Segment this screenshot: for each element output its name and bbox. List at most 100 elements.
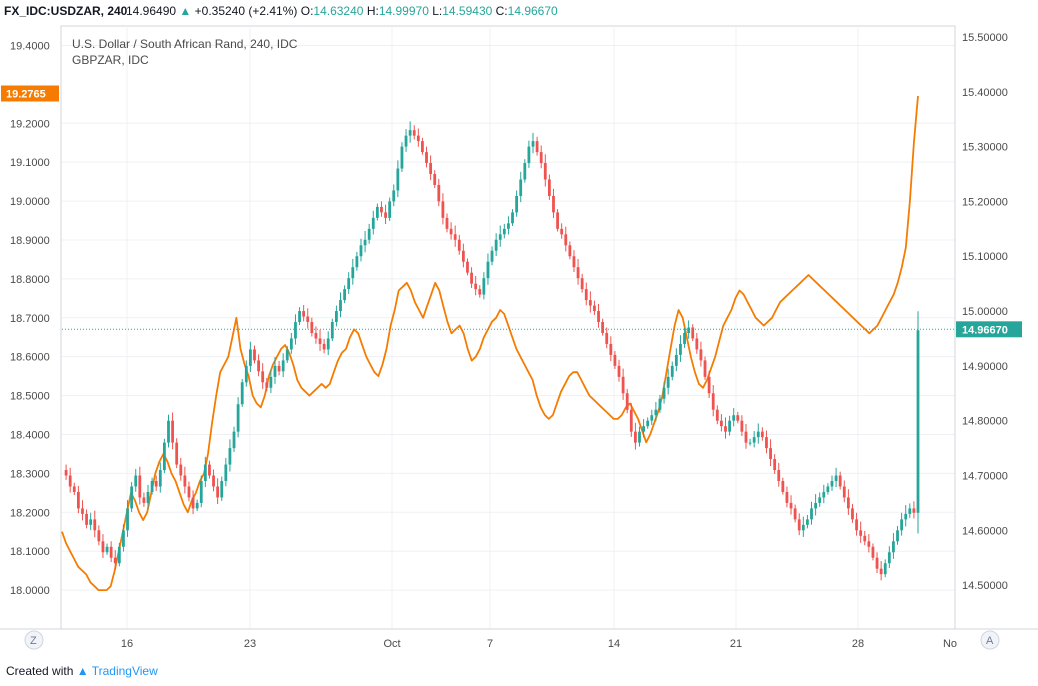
candle-body: [732, 415, 736, 421]
candle-body: [396, 168, 400, 191]
candle-body: [122, 530, 125, 547]
candle-body: [359, 245, 363, 257]
candle-body: [400, 146, 404, 169]
time-tick-label: 28: [852, 638, 864, 650]
candle-body: [748, 442, 752, 444]
candle-body: [371, 217, 375, 229]
candle-body: [449, 228, 453, 235]
candle-body: [347, 278, 351, 290]
candle-body: [687, 327, 691, 333]
candle-body: [789, 502, 793, 509]
last-price: 14.96490: [126, 4, 177, 18]
candle-body: [629, 409, 633, 432]
candle-body: [564, 234, 568, 246]
candle-body: [875, 557, 879, 569]
candle-body: [601, 322, 605, 333]
candle-body: [171, 420, 174, 443]
auto-scale-button[interactable]: A: [980, 630, 1000, 650]
left-axis: 19.4000 19.2000 19.1000 19.0000 18.9000 18.80…: [10, 40, 50, 597]
candle-body: [588, 300, 592, 306]
candle-body: [855, 519, 858, 531]
candle-body: [277, 365, 281, 372]
candle-body: [490, 250, 494, 262]
candle-body: [904, 513, 908, 520]
candle-body: [527, 146, 531, 164]
candle-body: [388, 201, 392, 218]
candle-body: [781, 480, 785, 492]
candle-body: [633, 431, 637, 443]
candle-body: [650, 415, 654, 421]
left-tick-label: 18.5000: [10, 391, 50, 403]
candle-body: [142, 497, 146, 503]
tradingview-link[interactable]: TradingView: [91, 664, 158, 678]
candle-body: [576, 267, 580, 279]
candle-body: [326, 338, 330, 350]
left-tick-label: 18.3000: [10, 468, 50, 480]
candle-body: [801, 524, 805, 531]
candle-body: [101, 541, 105, 553]
candle-body: [134, 475, 138, 487]
candle-body: [384, 212, 387, 218]
candle-body: [560, 228, 564, 235]
candle-body: [543, 163, 547, 180]
candle-body: [187, 486, 191, 498]
candle-body: [273, 365, 277, 377]
right-tick-label: 15.00000: [962, 306, 1008, 318]
candle-body: [474, 283, 478, 290]
low-label: L:: [432, 4, 443, 18]
candle-body: [330, 322, 334, 339]
candle-body: [68, 475, 72, 487]
auto-scale-label: A: [986, 635, 994, 647]
candle-body: [605, 332, 609, 344]
open-label: O:: [300, 4, 314, 18]
price-chart[interactable]: U.S. Dollar / South African Rand, 240, I…: [0, 0, 1038, 660]
candle-body: [85, 513, 88, 525]
candle-body: [638, 431, 641, 443]
candle-body: [842, 486, 846, 498]
candle-body: [298, 311, 301, 323]
candle-body: [183, 475, 187, 487]
candle-body: [826, 486, 830, 492]
candle-body: [285, 349, 289, 361]
candle-body: [707, 376, 711, 394]
candle-body: [511, 212, 514, 224]
time-tick-label: Oct: [383, 638, 400, 650]
candle-body: [892, 541, 895, 553]
candle-body: [740, 420, 744, 432]
candle-body: [425, 152, 428, 164]
candle-body: [728, 420, 731, 432]
candle-body: [339, 300, 342, 312]
chart-legend-compare: GBPZAR, IDC: [72, 53, 149, 67]
right-current-label: 14.96670: [962, 324, 1008, 336]
candle-body: [703, 360, 707, 377]
time-tick-label: No: [943, 638, 957, 650]
time-tick-label: 23: [244, 638, 256, 650]
candle-body: [306, 316, 310, 323]
candle-body: [408, 130, 412, 136]
candle-body: [167, 420, 170, 443]
candle-body: [228, 448, 232, 465]
candle-body: [539, 152, 543, 164]
scale-left-button[interactable]: Z: [24, 630, 44, 650]
candle-body: [896, 530, 899, 542]
candle-body: [363, 239, 367, 246]
candle-body: [220, 480, 224, 498]
time-tick-label: 21: [730, 638, 742, 650]
candle-body: [613, 354, 617, 366]
plot-frame: [60, 25, 956, 630]
candle-body: [216, 486, 220, 498]
candle-body: [240, 382, 244, 405]
left-tick-label: 18.0000: [10, 585, 50, 597]
candle-body: [113, 557, 117, 564]
candle-body: [236, 404, 240, 432]
left-tick-label: 18.8000: [10, 274, 50, 286]
candle-body: [642, 426, 645, 432]
left-tick-label: 18.1000: [10, 546, 50, 558]
candle-body: [179, 464, 183, 476]
right-tick-label: 14.70000: [962, 471, 1008, 483]
close-label: C:: [495, 4, 508, 18]
candle-body: [683, 332, 686, 344]
close-value: 14.96670: [507, 4, 558, 18]
price-change: +0.35240 (+2.41%): [194, 4, 298, 18]
chart-legend-title: U.S. Dollar / South African Rand, 240, I…: [72, 37, 298, 51]
